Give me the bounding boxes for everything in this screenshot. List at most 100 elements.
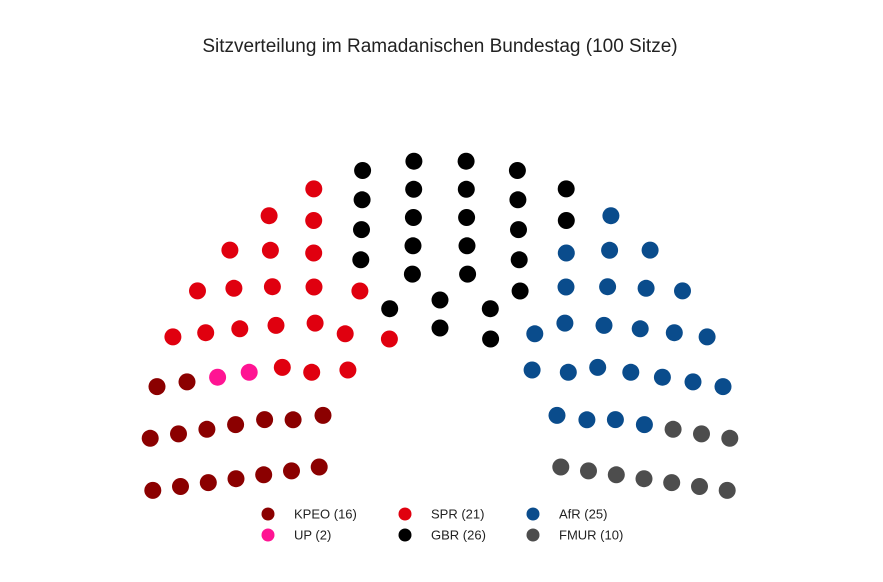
seat-gbr (354, 162, 372, 179)
seat-fmur (693, 425, 710, 443)
legend-label-fmur: FMUR (10) (559, 528, 623, 543)
seat-gbr (458, 237, 476, 255)
seat-afr (599, 278, 617, 296)
seat-kpeo (178, 373, 196, 391)
seat-spr (380, 330, 398, 348)
seat-kpeo (198, 420, 216, 438)
seat-gbr (459, 265, 477, 283)
seat-kpeo (141, 429, 159, 447)
seat-afr (557, 278, 575, 296)
seat-gbr (353, 191, 371, 209)
seat-afr (595, 316, 613, 334)
seat-gbr (458, 209, 476, 226)
seat-spr (305, 212, 323, 229)
seat-gbr (557, 180, 575, 198)
seat-afr (665, 324, 683, 342)
seat-gbr (510, 221, 527, 239)
seat-afr (556, 314, 574, 332)
seat-spr (339, 361, 357, 379)
legend-swatch-afr (526, 507, 540, 521)
seat-afr (637, 279, 655, 297)
seat-kpeo (148, 378, 166, 396)
seat-gbr (457, 152, 475, 170)
seat-gbr (404, 237, 422, 255)
legend-label-spr: SPR (21) (431, 507, 484, 522)
seat-fmur (664, 420, 682, 438)
seat-spr (261, 241, 279, 259)
legend-swatch-kpeo (261, 507, 275, 521)
seat-fmur (718, 481, 736, 499)
seat-afr (526, 325, 544, 343)
legend-swatch-up (261, 528, 275, 542)
legend-label-kpeo: KPEO (16) (294, 507, 357, 522)
seat-gbr (403, 265, 421, 283)
seat-gbr (353, 221, 370, 239)
legend-item-gbr: GBR (26) (398, 528, 486, 543)
seat-gbr (481, 300, 499, 318)
legend: KPEO (16) UP (2) SPR (21) GBR (26) AfR (25) F… (261, 507, 623, 543)
legend-item-spr: SPR (21) (398, 507, 484, 522)
seat-spr (260, 207, 278, 225)
seat-afr (601, 241, 619, 259)
seat-afr (674, 282, 691, 300)
seat-kpeo (314, 406, 332, 424)
legend-item-up: UP (2) (261, 528, 331, 543)
seat-fmur (580, 462, 597, 480)
seat-fmur (721, 429, 739, 447)
seat-afr (631, 320, 649, 338)
seat-afr (589, 358, 607, 376)
seat-gbr (431, 291, 449, 309)
seat-kpeo (199, 474, 217, 492)
seat-spr (336, 325, 354, 343)
seat-afr (606, 411, 624, 429)
seat-gbr (557, 212, 575, 229)
seat-gbr (381, 300, 399, 318)
seat-kpeo (283, 462, 300, 480)
seat-spr (305, 278, 323, 296)
legend-swatch-gbr (398, 528, 412, 542)
legend-swatch-spr (398, 507, 412, 521)
seat-spr (305, 244, 323, 262)
seat-gbr (404, 209, 422, 226)
legend-item-afr: AfR (25) (526, 507, 607, 522)
seat-gbr (509, 191, 527, 209)
seat-kpeo (284, 411, 302, 429)
seat-spr (164, 328, 182, 346)
seat-spr (303, 363, 321, 381)
seat-spr (273, 358, 291, 376)
seat-spr (189, 282, 206, 300)
legend-label-gbr: GBR (26) (431, 528, 486, 543)
seat-gbr (482, 330, 500, 348)
seat-spr (305, 180, 323, 198)
seat-kpeo (227, 416, 245, 434)
seat-gbr (510, 251, 528, 269)
seat-gbr (508, 162, 526, 179)
seat-fmur (663, 474, 681, 492)
seat-afr (622, 363, 640, 381)
seat-afr (635, 416, 653, 434)
seat-afr (523, 361, 541, 379)
legend-item-fmur: FMUR (10) (526, 528, 623, 543)
seat-fmur (552, 458, 570, 476)
legend-item-kpeo: KPEO (16) (261, 507, 357, 522)
seat-spr (221, 241, 239, 259)
seat-gbr (431, 319, 449, 337)
seat-spr (306, 314, 324, 332)
seat-spr (231, 320, 249, 338)
seat-fmur (635, 470, 653, 488)
seat-afr (653, 368, 671, 386)
seat-afr (698, 328, 716, 346)
seat-spr (225, 279, 243, 297)
seat-fmur (691, 478, 708, 495)
seat-up (209, 368, 227, 386)
seat-spr (263, 278, 281, 296)
seat-kpeo (227, 470, 245, 488)
seat-kpeo (255, 466, 273, 484)
seat-spr (197, 324, 215, 342)
seat-afr (548, 406, 566, 424)
seat-fmur (607, 466, 625, 484)
legend-label-afr: AfR (25) (559, 507, 607, 522)
seat-afr (684, 373, 702, 391)
seat-gbr (405, 152, 423, 170)
